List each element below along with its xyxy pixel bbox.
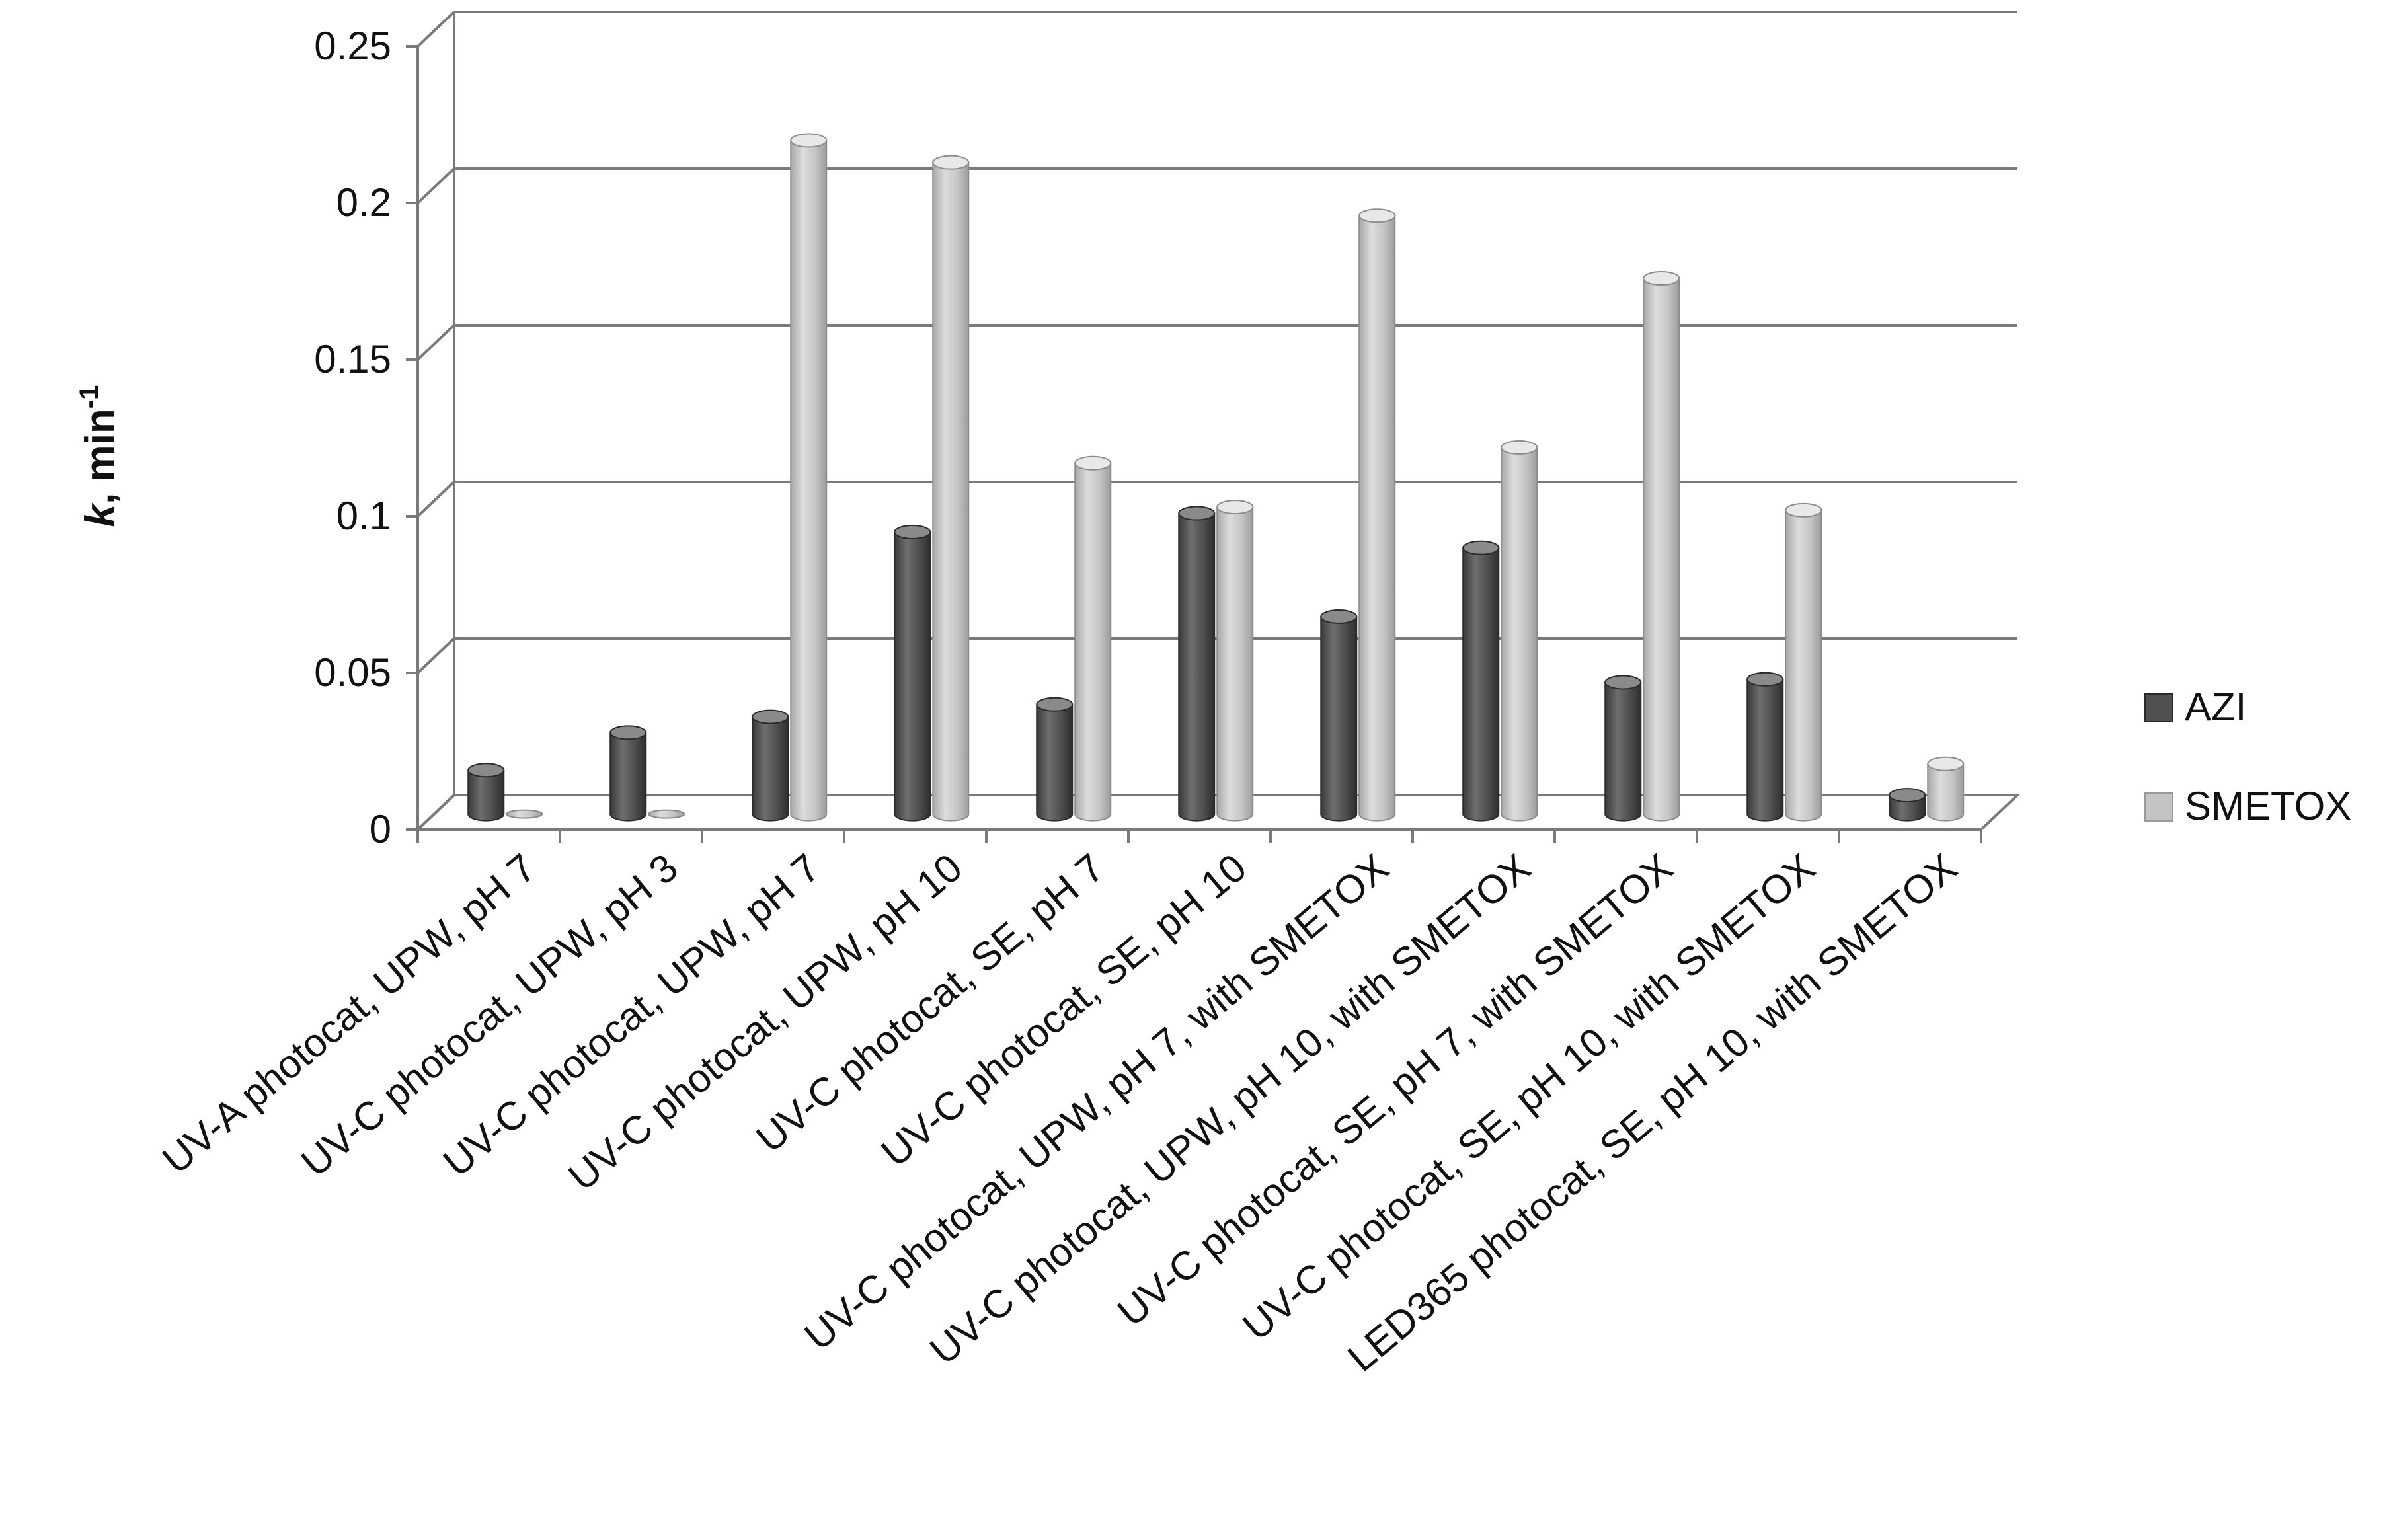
bar-body xyxy=(467,769,505,822)
bar-top xyxy=(1785,502,1822,518)
bar-body xyxy=(1643,278,1680,822)
bar-body xyxy=(1216,506,1254,822)
bar-body xyxy=(1501,447,1538,822)
bar-top xyxy=(1178,506,1216,521)
bar-smetox xyxy=(648,809,685,819)
bar-smetox xyxy=(790,133,828,822)
bar-body xyxy=(1036,703,1074,822)
bar-body xyxy=(1178,512,1216,822)
bar-smetox xyxy=(1358,208,1396,822)
bar-smetox xyxy=(1785,502,1822,822)
bar-smetox xyxy=(1501,440,1538,822)
bar-azi xyxy=(1178,506,1216,822)
bar-top xyxy=(609,725,647,740)
bar-top xyxy=(1927,756,1965,771)
bar-top xyxy=(1462,540,1500,555)
bar-body xyxy=(1927,763,1965,822)
gridline-side xyxy=(416,167,455,204)
bar-body xyxy=(1358,215,1396,822)
y-tick-label: 0.05 xyxy=(314,650,391,695)
bar-top xyxy=(1889,788,1926,803)
bar-top xyxy=(1643,271,1680,286)
bar-azi xyxy=(467,763,505,822)
y-tick-label: 0 xyxy=(370,807,391,851)
bar-top xyxy=(467,763,505,778)
bar-body xyxy=(609,732,647,822)
bar-top xyxy=(1358,208,1396,223)
bar-top xyxy=(1604,675,1642,690)
bar-top xyxy=(752,709,789,724)
bar-body xyxy=(790,139,828,822)
bar-top xyxy=(790,133,828,148)
legend-label: SMETOX xyxy=(2185,784,2351,828)
bar-body xyxy=(1320,615,1358,822)
bar-azi xyxy=(1604,675,1642,822)
floor xyxy=(414,794,2021,831)
legend-label: AZI xyxy=(2185,685,2246,729)
legend: AZI SMETOX xyxy=(2144,685,2351,828)
axis-layer xyxy=(406,45,2021,843)
bar-azi xyxy=(1320,609,1358,822)
bar-azi xyxy=(1036,697,1074,822)
bar-body xyxy=(1074,462,1112,822)
bar-smetox xyxy=(1216,500,1254,822)
bar-smetox xyxy=(932,155,970,822)
bar-base xyxy=(648,809,685,819)
bar-top xyxy=(894,525,931,539)
bar-body xyxy=(1462,547,1500,822)
bar-body xyxy=(894,531,931,822)
bar-smetox xyxy=(1643,271,1680,822)
bar-base xyxy=(506,809,543,819)
y-tick-label: 0.25 xyxy=(314,24,391,68)
gridline-side xyxy=(416,481,455,518)
y-tick-label: 0.1 xyxy=(336,494,391,538)
bar-smetox xyxy=(506,809,543,819)
bar-body xyxy=(1785,509,1822,822)
bar-body xyxy=(1746,678,1784,822)
bar-azi xyxy=(894,525,931,822)
label-layer: 00.050.10.150.20.25k, min-1UV-A photocat… xyxy=(75,24,1965,1380)
bar-azi xyxy=(1889,788,1926,822)
gridline-side xyxy=(416,637,455,674)
legend-swatch xyxy=(2144,792,2173,822)
y-tick-label: 0.15 xyxy=(314,337,391,381)
y-tick-label: 0.2 xyxy=(336,180,391,225)
bar-top xyxy=(1216,500,1254,515)
bar-body xyxy=(932,161,970,822)
bar-top xyxy=(1746,672,1784,687)
bar-smetox xyxy=(1927,756,1965,822)
bar-top xyxy=(1074,455,1112,471)
bar-azi xyxy=(1462,540,1500,822)
bar-smetox xyxy=(1074,455,1112,822)
gridline-side xyxy=(416,324,455,361)
bar-top xyxy=(1501,440,1538,455)
gridline-side xyxy=(416,11,455,48)
bar-azi xyxy=(609,725,647,822)
legend-swatch xyxy=(2144,693,2173,722)
bar-top xyxy=(1320,609,1358,624)
bar-layer xyxy=(467,133,1965,822)
bar-body xyxy=(752,716,789,822)
bar-body xyxy=(1604,681,1642,822)
bar-azi xyxy=(1746,672,1784,822)
bar-azi xyxy=(752,709,789,822)
bar-top xyxy=(932,155,970,170)
bar-top xyxy=(1036,697,1074,712)
y-axis-label: k, min-1 xyxy=(75,385,123,527)
